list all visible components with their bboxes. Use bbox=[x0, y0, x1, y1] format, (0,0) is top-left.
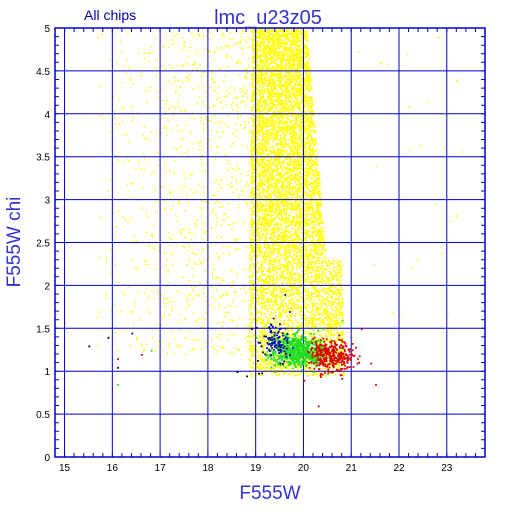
minor-ticks bbox=[55, 27, 486, 458]
y-tick-label: 4 bbox=[44, 110, 50, 121]
subset-label: All chips bbox=[84, 7, 136, 23]
y-tick-label: 2 bbox=[44, 281, 50, 292]
colored-point-cloud bbox=[88, 294, 377, 408]
x-axis-title: F555W bbox=[239, 483, 300, 504]
green-series-points bbox=[117, 319, 344, 386]
plot-frame bbox=[54, 27, 486, 458]
frame-minor-ticks bbox=[55, 27, 486, 458]
yellow-point-cloud bbox=[96, 28, 464, 377]
y-tick-labels: 0 0.5 1 1.5 2 2.5 3 3.5 4 4.5 5 bbox=[36, 24, 50, 464]
y-tick-label: 1 bbox=[44, 367, 50, 378]
x-tick-label: 23 bbox=[441, 463, 453, 474]
x-tick-labels: 15 16 17 18 19 20 21 22 23 bbox=[59, 463, 453, 474]
x-tick-label: 16 bbox=[107, 463, 119, 474]
y-tick-label: 4.5 bbox=[36, 67, 50, 78]
x-tick-label: 21 bbox=[346, 463, 358, 474]
y-tick-label: 0.5 bbox=[36, 410, 50, 421]
y-tick-label: 0 bbox=[44, 453, 50, 464]
x-tick-label: 17 bbox=[155, 463, 167, 474]
x-tick-label: 22 bbox=[393, 463, 405, 474]
chart-title: lmc_u23z05 bbox=[214, 7, 322, 29]
x-tick-label: 18 bbox=[202, 463, 214, 474]
y-axis-title: F555W chi bbox=[4, 197, 25, 288]
x-tick-label: 15 bbox=[59, 463, 71, 474]
y-tick-label: 2.5 bbox=[36, 239, 50, 250]
y-tick-label: 1.5 bbox=[36, 324, 50, 335]
y-tick-label: 3.5 bbox=[36, 153, 50, 164]
y-tick-label: 3 bbox=[44, 196, 50, 207]
red-series-points bbox=[117, 328, 377, 408]
x-tick-label: 19 bbox=[250, 463, 262, 474]
y-tick-label: 5 bbox=[44, 24, 50, 35]
yellow-series-points bbox=[96, 28, 464, 377]
x-tick-label: 20 bbox=[298, 463, 310, 474]
